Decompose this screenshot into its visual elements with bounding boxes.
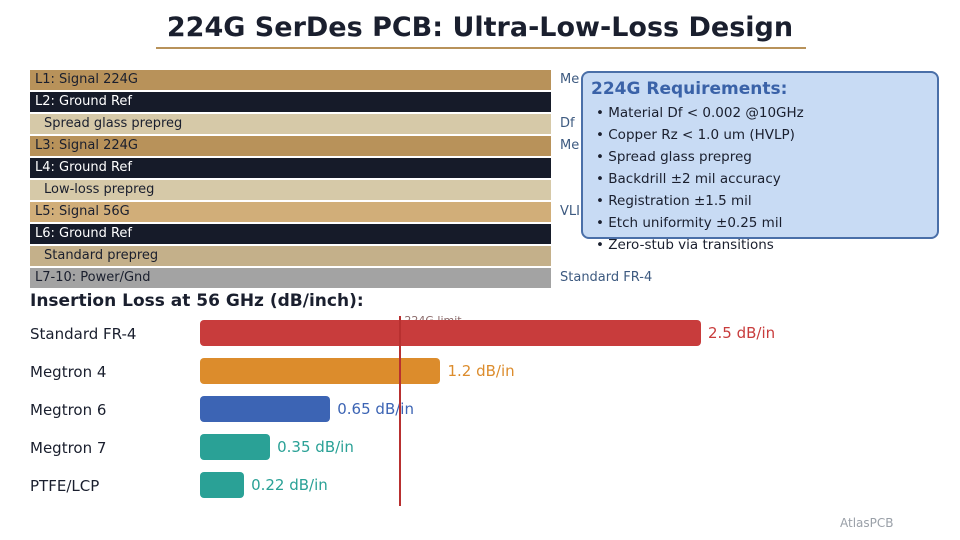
layer-material-label: Me — [560, 72, 580, 87]
requirement-item: • Etch uniformity ±0.25 mil — [596, 215, 783, 231]
stackup-layer: L7-10: Power/Gnd — [30, 268, 551, 288]
brand-logo-text: AtlasPCB — [840, 516, 894, 530]
requirement-item: • Registration ±1.5 mil — [596, 193, 752, 209]
requirements-box — [581, 71, 939, 239]
stackup-layer: L1: Signal 224G — [30, 70, 551, 90]
chart-value-label: 0.22 dB/in — [251, 476, 328, 494]
chart-value-label: 1.2 dB/in — [447, 362, 515, 380]
page-title: 224G SerDes PCB: Ultra-Low-Loss Design — [166, 12, 794, 43]
layer-material-label: Standard FR-4 — [560, 270, 653, 285]
chart-bar — [200, 434, 271, 460]
layer-material-label: Df — [560, 116, 575, 131]
stackup-layer: Low-loss prepreg — [30, 180, 551, 200]
chart-bar — [200, 396, 331, 422]
chart-value-label: 0.65 dB/in — [337, 400, 414, 418]
layer-material-label: Me — [560, 138, 580, 153]
chart-category-label: Megtron 6 — [30, 401, 107, 419]
chart-title: Insertion Loss at 56 GHz (dB/inch): — [30, 291, 364, 311]
requirement-item: • Spread glass prepreg — [596, 149, 752, 165]
stackup-layer: L4: Ground Ref — [30, 158, 551, 178]
chart-value-label: 2.5 dB/in — [708, 324, 776, 342]
stackup-layer: L2: Ground Ref — [30, 92, 551, 112]
title-underline — [156, 47, 806, 49]
chart-category-label: Standard FR-4 — [30, 325, 137, 343]
requirement-item: • Backdrill ±2 mil accuracy — [596, 171, 781, 187]
layer-material-label: VLI — [560, 204, 580, 219]
requirements-title: 224G Requirements: — [591, 79, 788, 99]
chart-value-label: 0.35 dB/in — [277, 438, 354, 456]
chart-bar — [200, 320, 701, 346]
stackup-layer: L3: Signal 224G — [30, 136, 551, 156]
requirement-item: • Zero-stub via transitions — [596, 237, 774, 253]
chart-bar — [200, 358, 441, 384]
limit-line — [399, 316, 402, 506]
chart-category-label: Megtron 7 — [30, 439, 107, 457]
stackup-layer: L5: Signal 56G — [30, 202, 551, 222]
requirement-item: • Material Df < 0.002 @10GHz — [596, 105, 804, 121]
chart-category-label: Megtron 4 — [30, 363, 107, 381]
chart-category-label: PTFE/LCP — [30, 477, 100, 495]
stackup-layer: Standard prepreg — [30, 246, 551, 266]
stackup-layer: L6: Ground Ref — [30, 224, 551, 244]
stackup-layer: Spread glass prepreg — [30, 114, 551, 134]
requirement-item: • Copper Rz < 1.0 um (HVLP) — [596, 127, 795, 143]
chart-bar — [200, 472, 245, 498]
